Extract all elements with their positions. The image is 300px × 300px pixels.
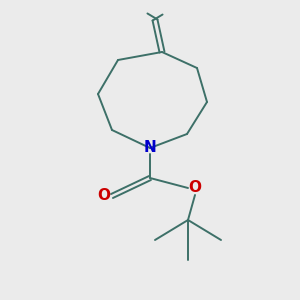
Text: N: N bbox=[144, 140, 156, 155]
Text: O: O bbox=[98, 188, 110, 203]
Text: O: O bbox=[188, 181, 202, 196]
